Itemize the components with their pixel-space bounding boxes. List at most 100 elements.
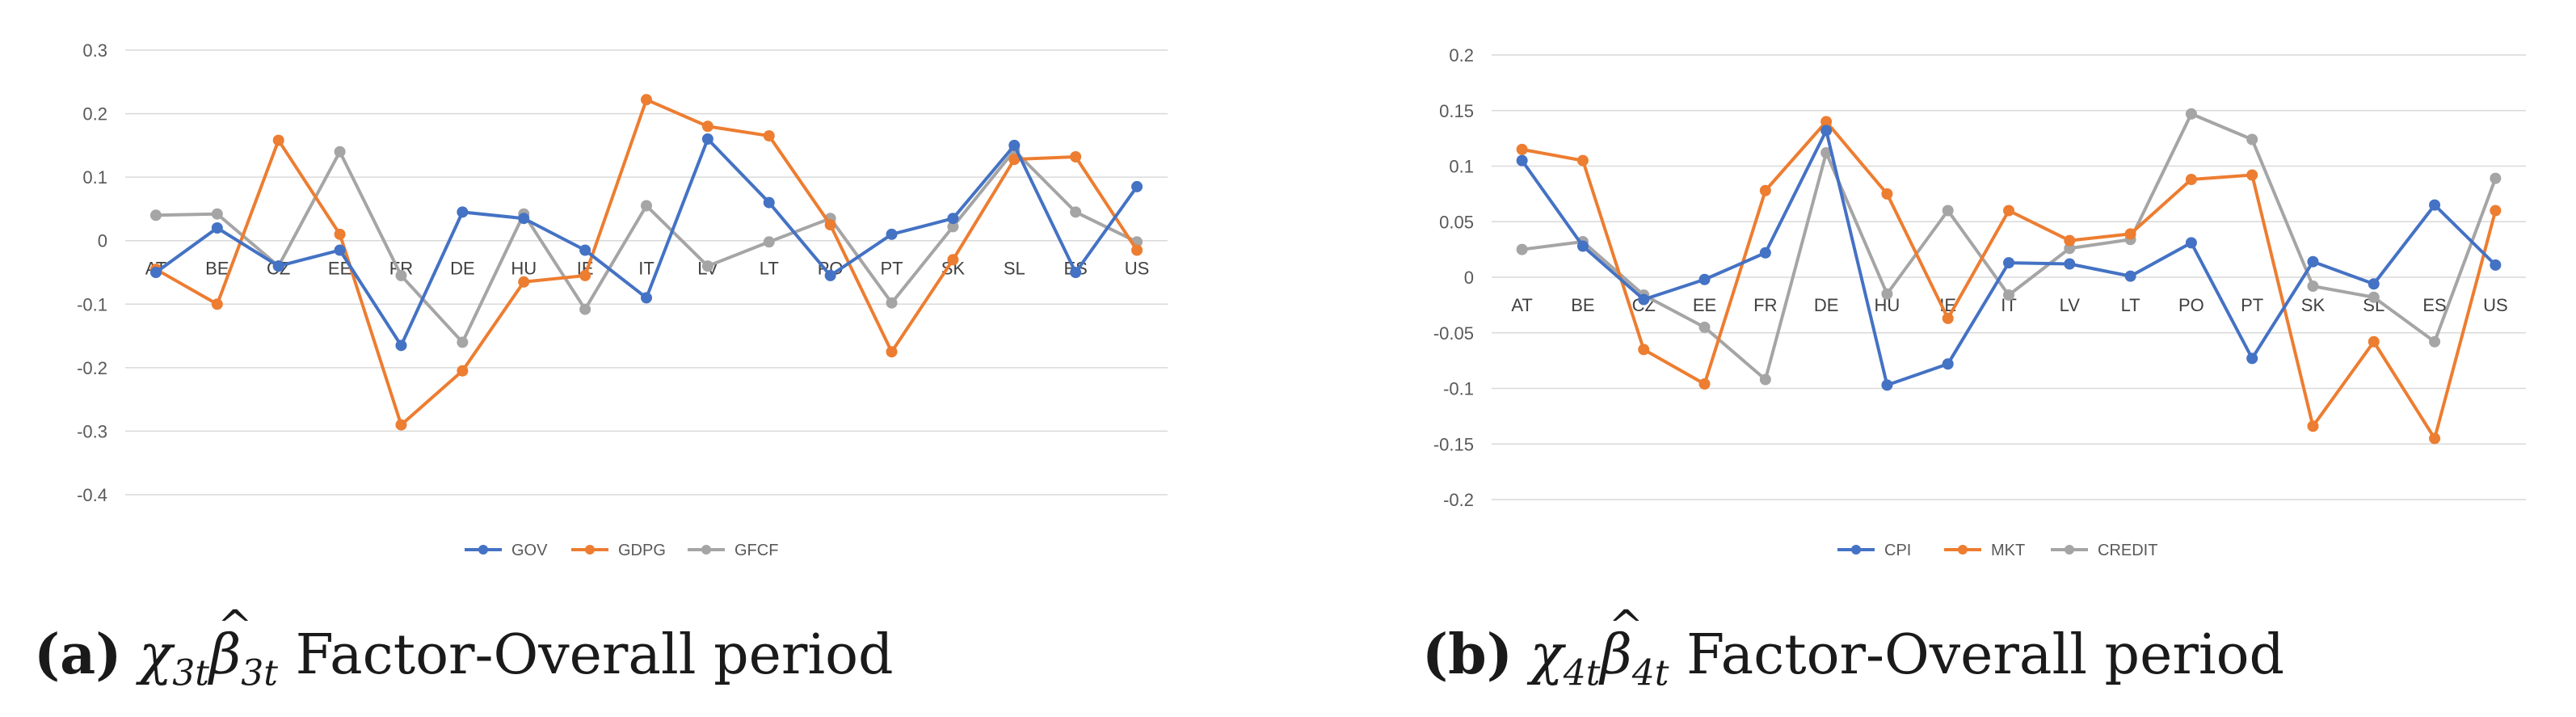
chart-a-point-gdpg [579, 269, 591, 281]
chart-a-point-gfcf [701, 260, 713, 272]
chart-panel-b: 0.20.150.10.050-0.05-0.1-0.15-0.2ATBECZE… [1433, 45, 2526, 559]
chart-a-xtick-label: HU [511, 259, 537, 279]
chart-a-legend-marker-gdpg [585, 545, 595, 555]
chart-a-ytick-label: 0.2 [82, 104, 107, 124]
chart-a-ytick-label: 0 [98, 231, 107, 251]
chart-b-legend-label-credit: CREDIT [2098, 542, 2157, 559]
chart-b-point-credit [1942, 205, 1954, 217]
chart-b-xtick-label: AT [1511, 295, 1532, 315]
chart-b-point-cpi [2185, 237, 2197, 249]
chart-a-point-gov [886, 228, 898, 240]
chart-a-xtick-label: PT [880, 259, 903, 279]
chart-b-ytick-label: -0.05 [1433, 323, 1474, 344]
chart-a-point-gov [272, 260, 284, 272]
chart-a-point-gfcf [457, 336, 469, 348]
chart-a-legend-marker-gov [478, 545, 488, 555]
chart-b-xtick-label: US [2483, 295, 2508, 315]
chart-a-point-gdpg [334, 228, 346, 240]
chart-b-point-mkt [1759, 184, 1771, 196]
chart-a-point-gov [1008, 139, 1021, 151]
chart-b-point-mkt [2307, 420, 2319, 432]
chart-b-xtick-label: PT [2241, 295, 2263, 315]
chart-b-point-credit [2368, 291, 2380, 303]
chart-b-point-cpi [2246, 352, 2258, 365]
chart-b-series-line-credit [1522, 112, 2498, 382]
chart-b-point-cpi [2368, 278, 2380, 290]
chart-b-point-mkt [1820, 116, 1833, 128]
chart-a-point-gov [579, 244, 591, 256]
chart-a-point-gdpg [701, 120, 713, 133]
chart-b-point-cpi [1881, 379, 1893, 391]
chart-b-point-cpi [1516, 154, 1528, 167]
chart-a-point-gdpg [1131, 244, 1143, 256]
chart-a-point-gfcf [149, 209, 162, 221]
caption-a-label: (a) [34, 622, 122, 687]
chart-a-legend-marker-gfcf [701, 545, 711, 555]
chart-b-point-mkt [2003, 205, 2014, 217]
chart-a-point-gdpg [272, 134, 284, 146]
chart-a-ytick-label: -0.3 [77, 421, 107, 441]
chart-b-point-mkt [2246, 169, 2258, 181]
caption-b-math: χ4tβ4t [1530, 602, 1669, 694]
chart-a-point-gdpg [641, 94, 652, 106]
chart-b-point-cpi [2003, 257, 2014, 269]
chart-b-point-cpi [1638, 293, 1650, 306]
chart-a-xtick-label: US [1125, 259, 1150, 279]
chart-a-point-gfcf [579, 303, 591, 315]
chart-b-xtick-label: LV [2060, 295, 2081, 315]
chart-b-point-mkt [1698, 378, 1711, 390]
caption-a-text: Factor-Overall period [277, 623, 894, 687]
chart-b-ytick-label: 0.1 [1449, 157, 1474, 177]
chart-b-point-credit [1698, 321, 1711, 333]
chart-b-point-credit [2307, 280, 2319, 292]
chart-a-point-gov [947, 213, 959, 225]
chart-a-point-gdpg [824, 219, 836, 231]
chart-b-ytick-label: 0.05 [1439, 212, 1474, 232]
chart-b-xtick-label: DE [1814, 295, 1839, 315]
chart-b-ytick-label: 0.15 [1439, 101, 1474, 121]
chart-b-ytick-label: -0.1 [1443, 379, 1474, 399]
chart-b-point-mkt [1942, 312, 1954, 324]
chart-b-point-mkt [2124, 228, 2136, 240]
chart-b-point-credit [1516, 243, 1528, 255]
caption-a-math: χ3tβ3t [139, 602, 278, 694]
chart-b-point-cpi [2124, 270, 2136, 282]
caption-b-label: (b) [1422, 622, 1513, 687]
chart-a-ytick-label: -0.2 [77, 358, 107, 378]
chart-a-point-gov [211, 222, 223, 234]
chart-b-xtick-label: EE [1693, 295, 1716, 315]
chart-b-point-mkt [1881, 188, 1893, 200]
chart-b-xtick-label: LT [2121, 295, 2140, 315]
chart-a-xtick-label: SL [1004, 259, 1025, 279]
chart-b-series-line-mkt [1522, 120, 2498, 441]
chart-b-legend-marker-credit [2065, 545, 2074, 555]
chart-a-point-gov [763, 196, 775, 209]
chart-b-point-credit [1820, 147, 1833, 158]
chart-b-point-credit [2185, 108, 2197, 120]
chart-a-point-gov [1070, 267, 1082, 278]
chart-b-legend-marker-mkt [1958, 545, 1968, 555]
chart-a-ytick-label: 0.1 [82, 167, 107, 188]
chart-b-xtick-label: FR [1753, 295, 1777, 315]
chart-b-xtick-label: PO [2178, 295, 2204, 315]
chart-a-legend-label-gdpg: GDPG [618, 542, 666, 559]
chart-b-ytick-label: -0.15 [1433, 434, 1474, 454]
chart-a-xtick-label: IT [638, 259, 655, 279]
chart-a-point-gfcf [334, 146, 346, 158]
chart-b-point-mkt [1516, 143, 1528, 155]
chart-a-legend-label-gfcf: GFCF [734, 542, 778, 559]
chart-a-series-line-gov [154, 137, 1139, 348]
chart-b-point-mkt [1576, 154, 1589, 167]
chart-b-xtick-label: BE [1571, 295, 1594, 315]
caption-a: (a) χ3tβ3t Factor-Overall period [34, 602, 894, 694]
chart-b-ytick-label: 0 [1464, 268, 1474, 288]
chart-a-point-gov [334, 244, 346, 256]
chart-b-point-cpi [2429, 199, 2441, 211]
chart-a-point-gdpg [886, 346, 898, 358]
chart-a-point-gdpg [1070, 151, 1082, 162]
chart-b-point-cpi [1942, 358, 1954, 370]
chart-b-point-cpi [1576, 240, 1589, 252]
chart-b-point-mkt [2490, 205, 2502, 217]
chart-a-point-gdpg [457, 365, 469, 377]
chart-a-point-gov [518, 213, 530, 225]
